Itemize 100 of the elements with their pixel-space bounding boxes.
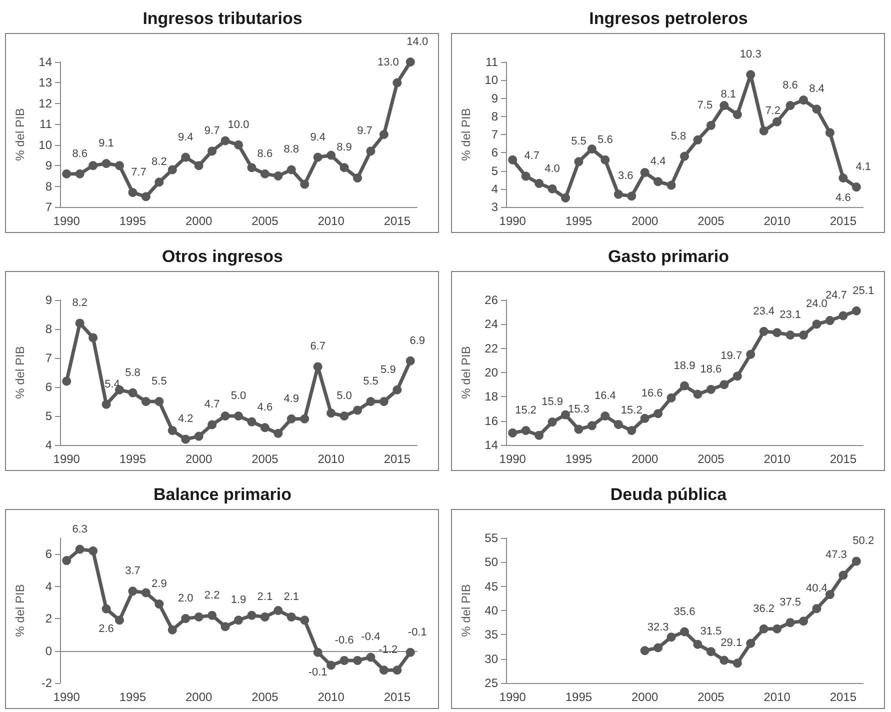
point bbox=[353, 174, 362, 182]
point bbox=[366, 652, 376, 662]
point bbox=[168, 165, 177, 174]
y-tick-label: 10 bbox=[38, 138, 52, 152]
data-label: 4.6 bbox=[836, 192, 851, 204]
point bbox=[379, 130, 388, 139]
data-label: 32.3 bbox=[647, 622, 669, 634]
y-tick-label: 4 bbox=[491, 182, 498, 196]
point bbox=[260, 612, 270, 622]
data-label: 8.1 bbox=[720, 88, 736, 101]
data-label: 8.2 bbox=[152, 156, 167, 168]
point bbox=[62, 556, 72, 566]
point bbox=[666, 393, 676, 402]
y-tick-label: 20 bbox=[484, 366, 498, 380]
data-label: 9.7 bbox=[357, 125, 372, 138]
data-label: 8.6 bbox=[257, 148, 273, 160]
data-label: 8.4 bbox=[809, 83, 824, 96]
point bbox=[326, 408, 336, 418]
x-tick-label: 2005 bbox=[252, 214, 279, 228]
point bbox=[194, 161, 204, 170]
data-label: 2.1 bbox=[284, 590, 300, 603]
point bbox=[508, 428, 518, 438]
y-tick-label: 22 bbox=[484, 341, 498, 356]
point bbox=[852, 556, 861, 566]
point bbox=[548, 184, 557, 194]
x-tick-label: 2005 bbox=[698, 452, 725, 466]
point bbox=[128, 388, 138, 398]
point bbox=[366, 397, 376, 406]
y-tick-label: 11 bbox=[486, 55, 498, 69]
point bbox=[706, 647, 716, 656]
point bbox=[286, 165, 296, 174]
point bbox=[88, 161, 98, 170]
y-tick-label: 8 bbox=[45, 322, 52, 336]
x-tick-label: 2000 bbox=[631, 214, 659, 228]
y-tick-label: 8 bbox=[491, 109, 498, 124]
x-tick-label: 2010 bbox=[764, 690, 791, 704]
point bbox=[220, 622, 230, 632]
point bbox=[406, 356, 415, 366]
y-tick-label: 5 bbox=[491, 164, 498, 178]
data-label: 8.9 bbox=[336, 142, 352, 154]
point bbox=[247, 163, 256, 172]
point bbox=[141, 192, 150, 202]
data-label: 8.2 bbox=[72, 297, 88, 310]
point bbox=[194, 612, 204, 622]
point bbox=[181, 434, 190, 444]
point bbox=[326, 660, 336, 670]
point bbox=[640, 168, 650, 178]
x-tick-label: 2015 bbox=[830, 214, 857, 228]
data-label: 15.3 bbox=[568, 403, 590, 416]
point bbox=[680, 152, 689, 161]
data-label: 37.5 bbox=[780, 596, 801, 609]
chart-title: Ingresos petroleros bbox=[589, 9, 748, 28]
point bbox=[759, 624, 768, 634]
y-tick-label: 24 bbox=[484, 317, 498, 332]
data-label: -0.6 bbox=[334, 634, 354, 646]
data-label: 5.5 bbox=[363, 376, 378, 388]
y-tick-label: 30 bbox=[484, 652, 498, 666]
y-tick-label: 25 bbox=[484, 676, 498, 690]
data-label: 4.4 bbox=[650, 156, 666, 168]
point bbox=[128, 188, 138, 197]
data-label: 29.1 bbox=[720, 637, 742, 650]
data-label: 15.2 bbox=[620, 404, 642, 416]
point bbox=[812, 320, 822, 329]
x-tick-label: 1995 bbox=[565, 690, 592, 704]
point bbox=[732, 658, 742, 668]
x-tick-label: 1990 bbox=[499, 214, 526, 228]
data-label: 9.1 bbox=[98, 138, 114, 150]
y-axis-title: % del PIB bbox=[459, 584, 473, 637]
y-tick-label: 3 bbox=[491, 200, 498, 214]
point bbox=[759, 326, 768, 336]
point bbox=[812, 104, 822, 114]
point bbox=[247, 417, 256, 426]
point bbox=[521, 172, 530, 181]
data-label: 14.0 bbox=[406, 36, 428, 48]
point bbox=[234, 412, 243, 420]
y-tick-label: 6 bbox=[45, 380, 52, 394]
data-label: 4.6 bbox=[257, 402, 273, 414]
data-label: 3.6 bbox=[618, 170, 634, 182]
data-label: 5.4 bbox=[104, 378, 120, 390]
point bbox=[102, 159, 111, 168]
chart-title: Otros ingresos bbox=[162, 247, 283, 266]
y-axis-title: % del PIB bbox=[13, 584, 27, 637]
data-label: 4.0 bbox=[544, 162, 560, 175]
data-label: 7.2 bbox=[765, 104, 780, 117]
y-tick-label: 9 bbox=[45, 293, 52, 307]
y-tick-label: 13 bbox=[38, 76, 52, 90]
data-label: 10.3 bbox=[740, 48, 762, 61]
data-label: 5.8 bbox=[125, 366, 140, 379]
point bbox=[115, 616, 124, 625]
point bbox=[799, 330, 808, 340]
data-label: 16.4 bbox=[594, 390, 616, 402]
point bbox=[825, 128, 834, 138]
data-label: 2.9 bbox=[152, 578, 167, 590]
y-tick-label: 7 bbox=[45, 200, 52, 214]
y-tick-label: 14 bbox=[484, 438, 498, 452]
data-label: 36.2 bbox=[753, 602, 775, 615]
data-label: 25.1 bbox=[852, 284, 874, 297]
point bbox=[654, 409, 663, 418]
point bbox=[838, 570, 848, 580]
data-label: 23.4 bbox=[753, 305, 775, 318]
